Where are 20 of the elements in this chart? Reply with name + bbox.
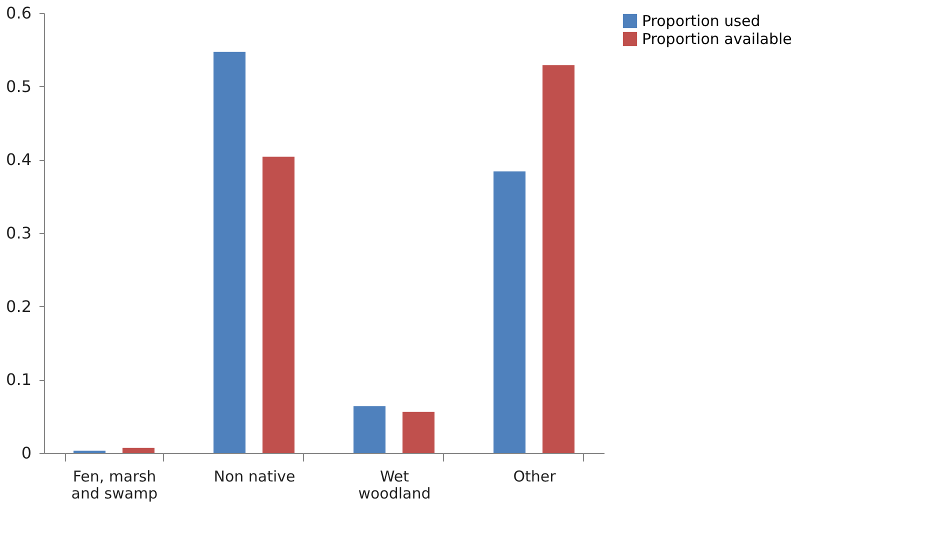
x-tick-label: Wet woodland [358,468,431,502]
bar [214,52,246,453]
legend-label: Proportion available [642,30,792,48]
y-tick-label: 0 [21,444,32,462]
x-tick-label: Non native [214,468,296,486]
legend-label: Proportion used [642,12,760,30]
bar [402,412,434,453]
bar [542,65,574,453]
y-tick-label: 0.4 [6,150,32,170]
y-tick-label: 0.1 [6,370,32,390]
x-tick-label: Fen, marsh and swamp [71,468,158,502]
bar [354,406,386,453]
y-tick-label: 0.5 [6,76,32,96]
x-tick-label: Other [513,468,557,486]
y-tick-label: 0.6 [6,4,32,22]
bar [262,156,294,453]
bar [494,171,526,453]
y-tick-label: 0.3 [6,224,32,242]
y-tick-label: 0.2 [6,296,32,316]
bar [122,448,154,453]
